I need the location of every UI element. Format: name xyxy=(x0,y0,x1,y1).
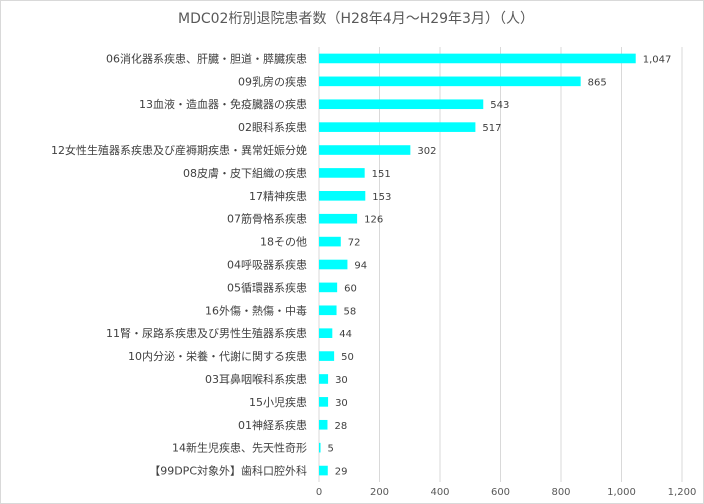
data-label: 5 xyxy=(328,444,334,455)
bar xyxy=(319,145,411,155)
x-tick-label: 600 xyxy=(491,487,510,498)
data-label: 94 xyxy=(354,261,367,272)
category-label: 01神経系疾患 xyxy=(238,418,307,432)
category-label: 14新生児疾患、先天性奇形 xyxy=(172,441,307,455)
data-label: 517 xyxy=(482,123,501,134)
category-label: 【99DPC対象外】歯科口腔外科 xyxy=(149,464,307,478)
bar xyxy=(319,168,365,178)
data-label: 153 xyxy=(372,192,391,203)
bar xyxy=(319,282,338,293)
x-tick-label: 400 xyxy=(430,487,449,498)
x-tick-label: 800 xyxy=(551,487,570,498)
bar xyxy=(319,419,328,430)
data-labels: 1,047 865 543 517 302 151 153 126 72 94 60 58 44 50 30… xyxy=(328,54,672,477)
bar xyxy=(319,99,484,110)
data-label: 30 xyxy=(335,375,348,386)
category-label: 06消化器系疾患、肝臓・胆道・膵臓疾患 xyxy=(106,51,307,65)
data-label: 50 xyxy=(341,352,354,363)
category-label: 18その他 xyxy=(260,236,307,249)
category-label: 09乳房の疾患 xyxy=(238,74,307,88)
data-label: 72 xyxy=(348,238,361,249)
bar xyxy=(319,305,337,316)
data-label: 151 xyxy=(372,169,391,180)
category-label: 11腎・尿路系疾患及び男性生殖器系疾患 xyxy=(106,326,307,340)
bar xyxy=(319,442,321,453)
data-label: 1,047 xyxy=(643,54,672,65)
x-tick-label: 1,000 xyxy=(607,487,636,498)
data-label: 44 xyxy=(339,329,352,340)
category-labels: 06消化器系疾患、肝臓・胆道・膵臓疾患 09乳房の疾患 13血液・造血器・免疫臓器の… xyxy=(51,51,307,477)
category-label: 08皮膚・皮下組織の疾患 xyxy=(183,166,307,180)
data-label: 30 xyxy=(335,398,348,409)
category-label: 10内分泌・栄養・代謝に関する疾患 xyxy=(128,349,307,363)
bars xyxy=(319,53,636,476)
bar xyxy=(319,351,335,361)
category-label: 15小児疾患 xyxy=(249,395,307,409)
data-label: 126 xyxy=(364,215,383,226)
data-label: 28 xyxy=(334,421,347,432)
bar xyxy=(319,236,341,247)
x-tick-label: 0 xyxy=(316,487,322,498)
category-label: 03耳鼻咽喉科系疾患 xyxy=(205,372,307,386)
bar xyxy=(319,328,333,338)
bar xyxy=(319,259,348,270)
chart-title: MDC02桁別退院患者数（H28年4月～H29年3月）（人） xyxy=(178,11,534,27)
bar xyxy=(319,76,581,87)
bar xyxy=(319,213,358,224)
gridlines xyxy=(318,47,683,482)
data-label: 60 xyxy=(344,283,357,294)
data-label: 29 xyxy=(335,467,348,478)
bar xyxy=(319,397,329,407)
category-label: 17精神疾患 xyxy=(249,189,307,203)
bar xyxy=(319,53,636,64)
category-label: 13血液・造血器・免疫臓器の疾患 xyxy=(139,97,307,111)
category-label: 02眼科系疾患 xyxy=(238,120,307,134)
bar xyxy=(319,465,328,476)
x-tick-label: 200 xyxy=(370,487,389,498)
category-label: 16外傷・熱傷・中毒 xyxy=(205,303,307,317)
data-label: 865 xyxy=(588,77,607,88)
category-label: 05循環器系疾患 xyxy=(227,280,307,294)
data-label: 302 xyxy=(417,146,436,157)
category-label: 12女性生殖器系疾患及び産褥期疾患・異常妊娠分娩 xyxy=(51,143,307,157)
x-axis-ticks: 0 200 400 600 800 1,000 1,200 xyxy=(316,487,697,498)
data-label: 58 xyxy=(344,306,357,317)
category-label: 07筋骨格系疾患 xyxy=(227,212,307,226)
bar xyxy=(319,374,329,384)
data-label: 543 xyxy=(490,100,509,111)
bar xyxy=(319,122,476,132)
category-label: 04呼吸器系疾患 xyxy=(227,258,307,272)
x-tick-label: 1,200 xyxy=(668,487,697,498)
bar xyxy=(319,191,366,201)
